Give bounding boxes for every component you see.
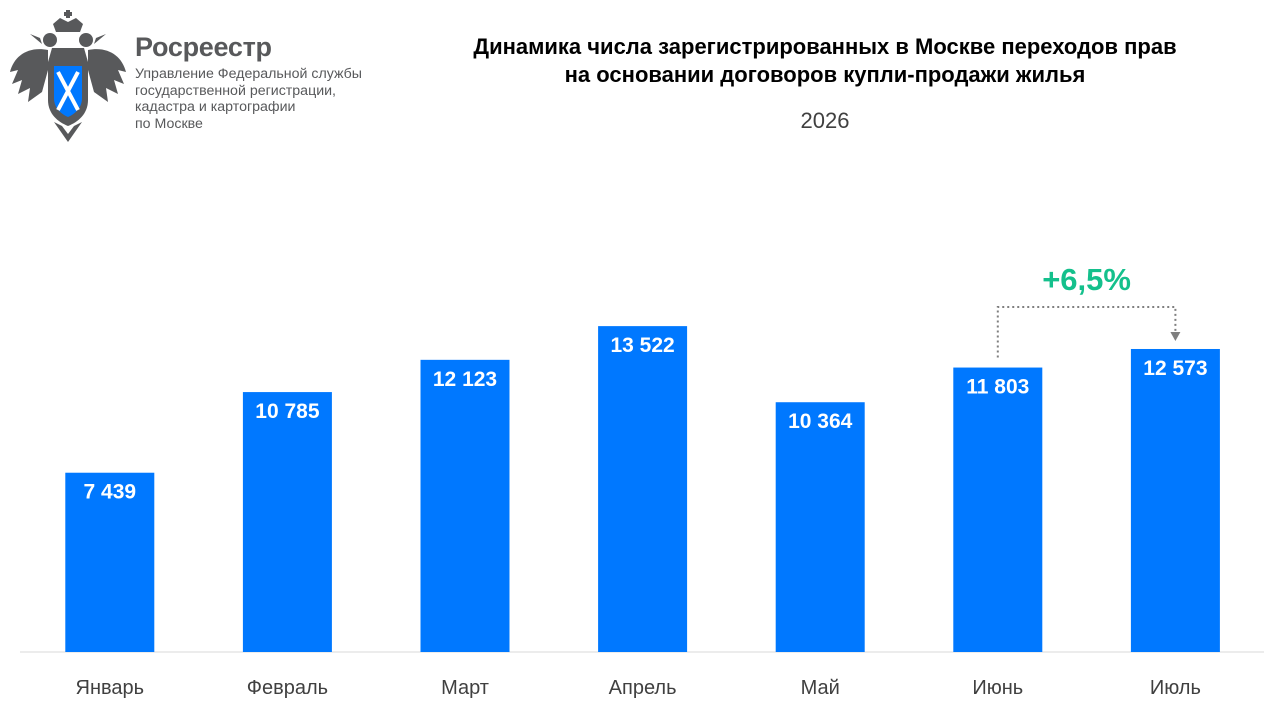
x-tick-label: Май bbox=[801, 677, 840, 699]
change-percent-label: +6,5% bbox=[1042, 262, 1131, 297]
chart-title: Динамика числа зарегистрированных в Моск… bbox=[473, 34, 1177, 87]
x-tick-label: Июль bbox=[1150, 677, 1201, 699]
bar bbox=[242, 392, 332, 652]
x-tick-label: Январь bbox=[76, 677, 145, 699]
chart-subtitle: 2026 bbox=[800, 108, 850, 133]
bar-value-label: 13 522 bbox=[610, 334, 674, 357]
bar bbox=[598, 326, 688, 652]
bar-value-label: 7 439 bbox=[84, 481, 137, 504]
bar bbox=[953, 367, 1043, 652]
bar-value-label: 12 573 bbox=[1143, 357, 1207, 380]
bar-value-label: 10 785 bbox=[255, 400, 320, 423]
bar bbox=[420, 359, 510, 652]
bar-value-label: 10 364 bbox=[788, 410, 853, 433]
x-tick-label: Июнь bbox=[972, 677, 1023, 699]
x-tick-label: Март bbox=[441, 677, 489, 699]
bar bbox=[1130, 348, 1220, 652]
change-arrow-line bbox=[996, 305, 1177, 358]
x-tick-label: Апрель bbox=[609, 677, 677, 699]
org-description: Управление Федеральной службы государств… bbox=[135, 66, 362, 132]
bar bbox=[775, 402, 865, 652]
org-name: Росреестр bbox=[135, 32, 272, 62]
emblem-logo-icon bbox=[10, 10, 126, 142]
x-tick-label: Февраль bbox=[247, 677, 328, 699]
bar-value-label: 12 123 bbox=[433, 368, 497, 391]
bar bbox=[65, 472, 155, 652]
bar-value-label: 11 803 bbox=[966, 376, 1029, 399]
change-arrow-head bbox=[1170, 331, 1181, 341]
